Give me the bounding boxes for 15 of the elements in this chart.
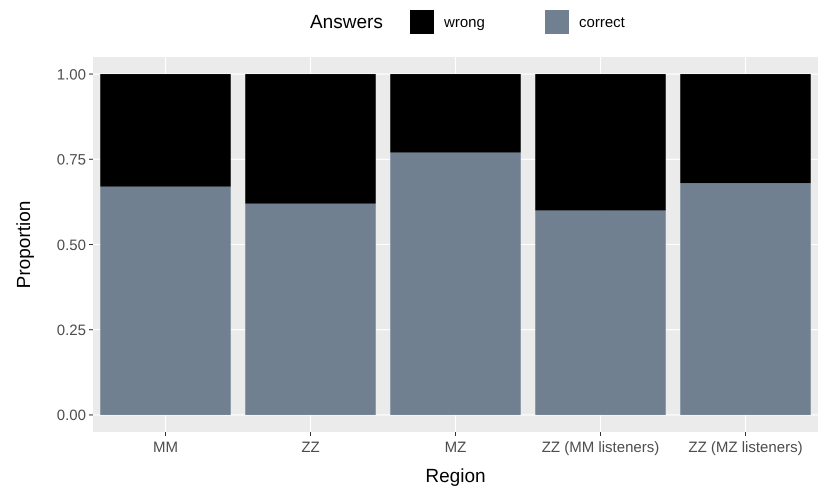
legend-label: correct [579, 14, 626, 31]
x-axis-title: Region [425, 466, 486, 486]
x-tick-label: MM [153, 439, 178, 456]
x-tick-label: MZ [444, 439, 466, 456]
x-tick-label: ZZ [301, 439, 320, 456]
y-axis-title: Proportion [14, 200, 35, 288]
y-tick-label: 0.50 [56, 236, 86, 254]
y-tick-label: 0.25 [56, 322, 86, 339]
legend-label: wrong [443, 14, 485, 31]
y-tick-label: 1.00 [56, 66, 86, 84]
y-tick-label: 0.75 [56, 152, 86, 169]
legend-title: Answers [310, 12, 383, 33]
x-tick-label: ZZ (MZ listeners) [688, 439, 803, 456]
x-tick-label: ZZ (MM listeners) [542, 439, 660, 456]
y-tick-label: 0.00 [56, 407, 86, 424]
